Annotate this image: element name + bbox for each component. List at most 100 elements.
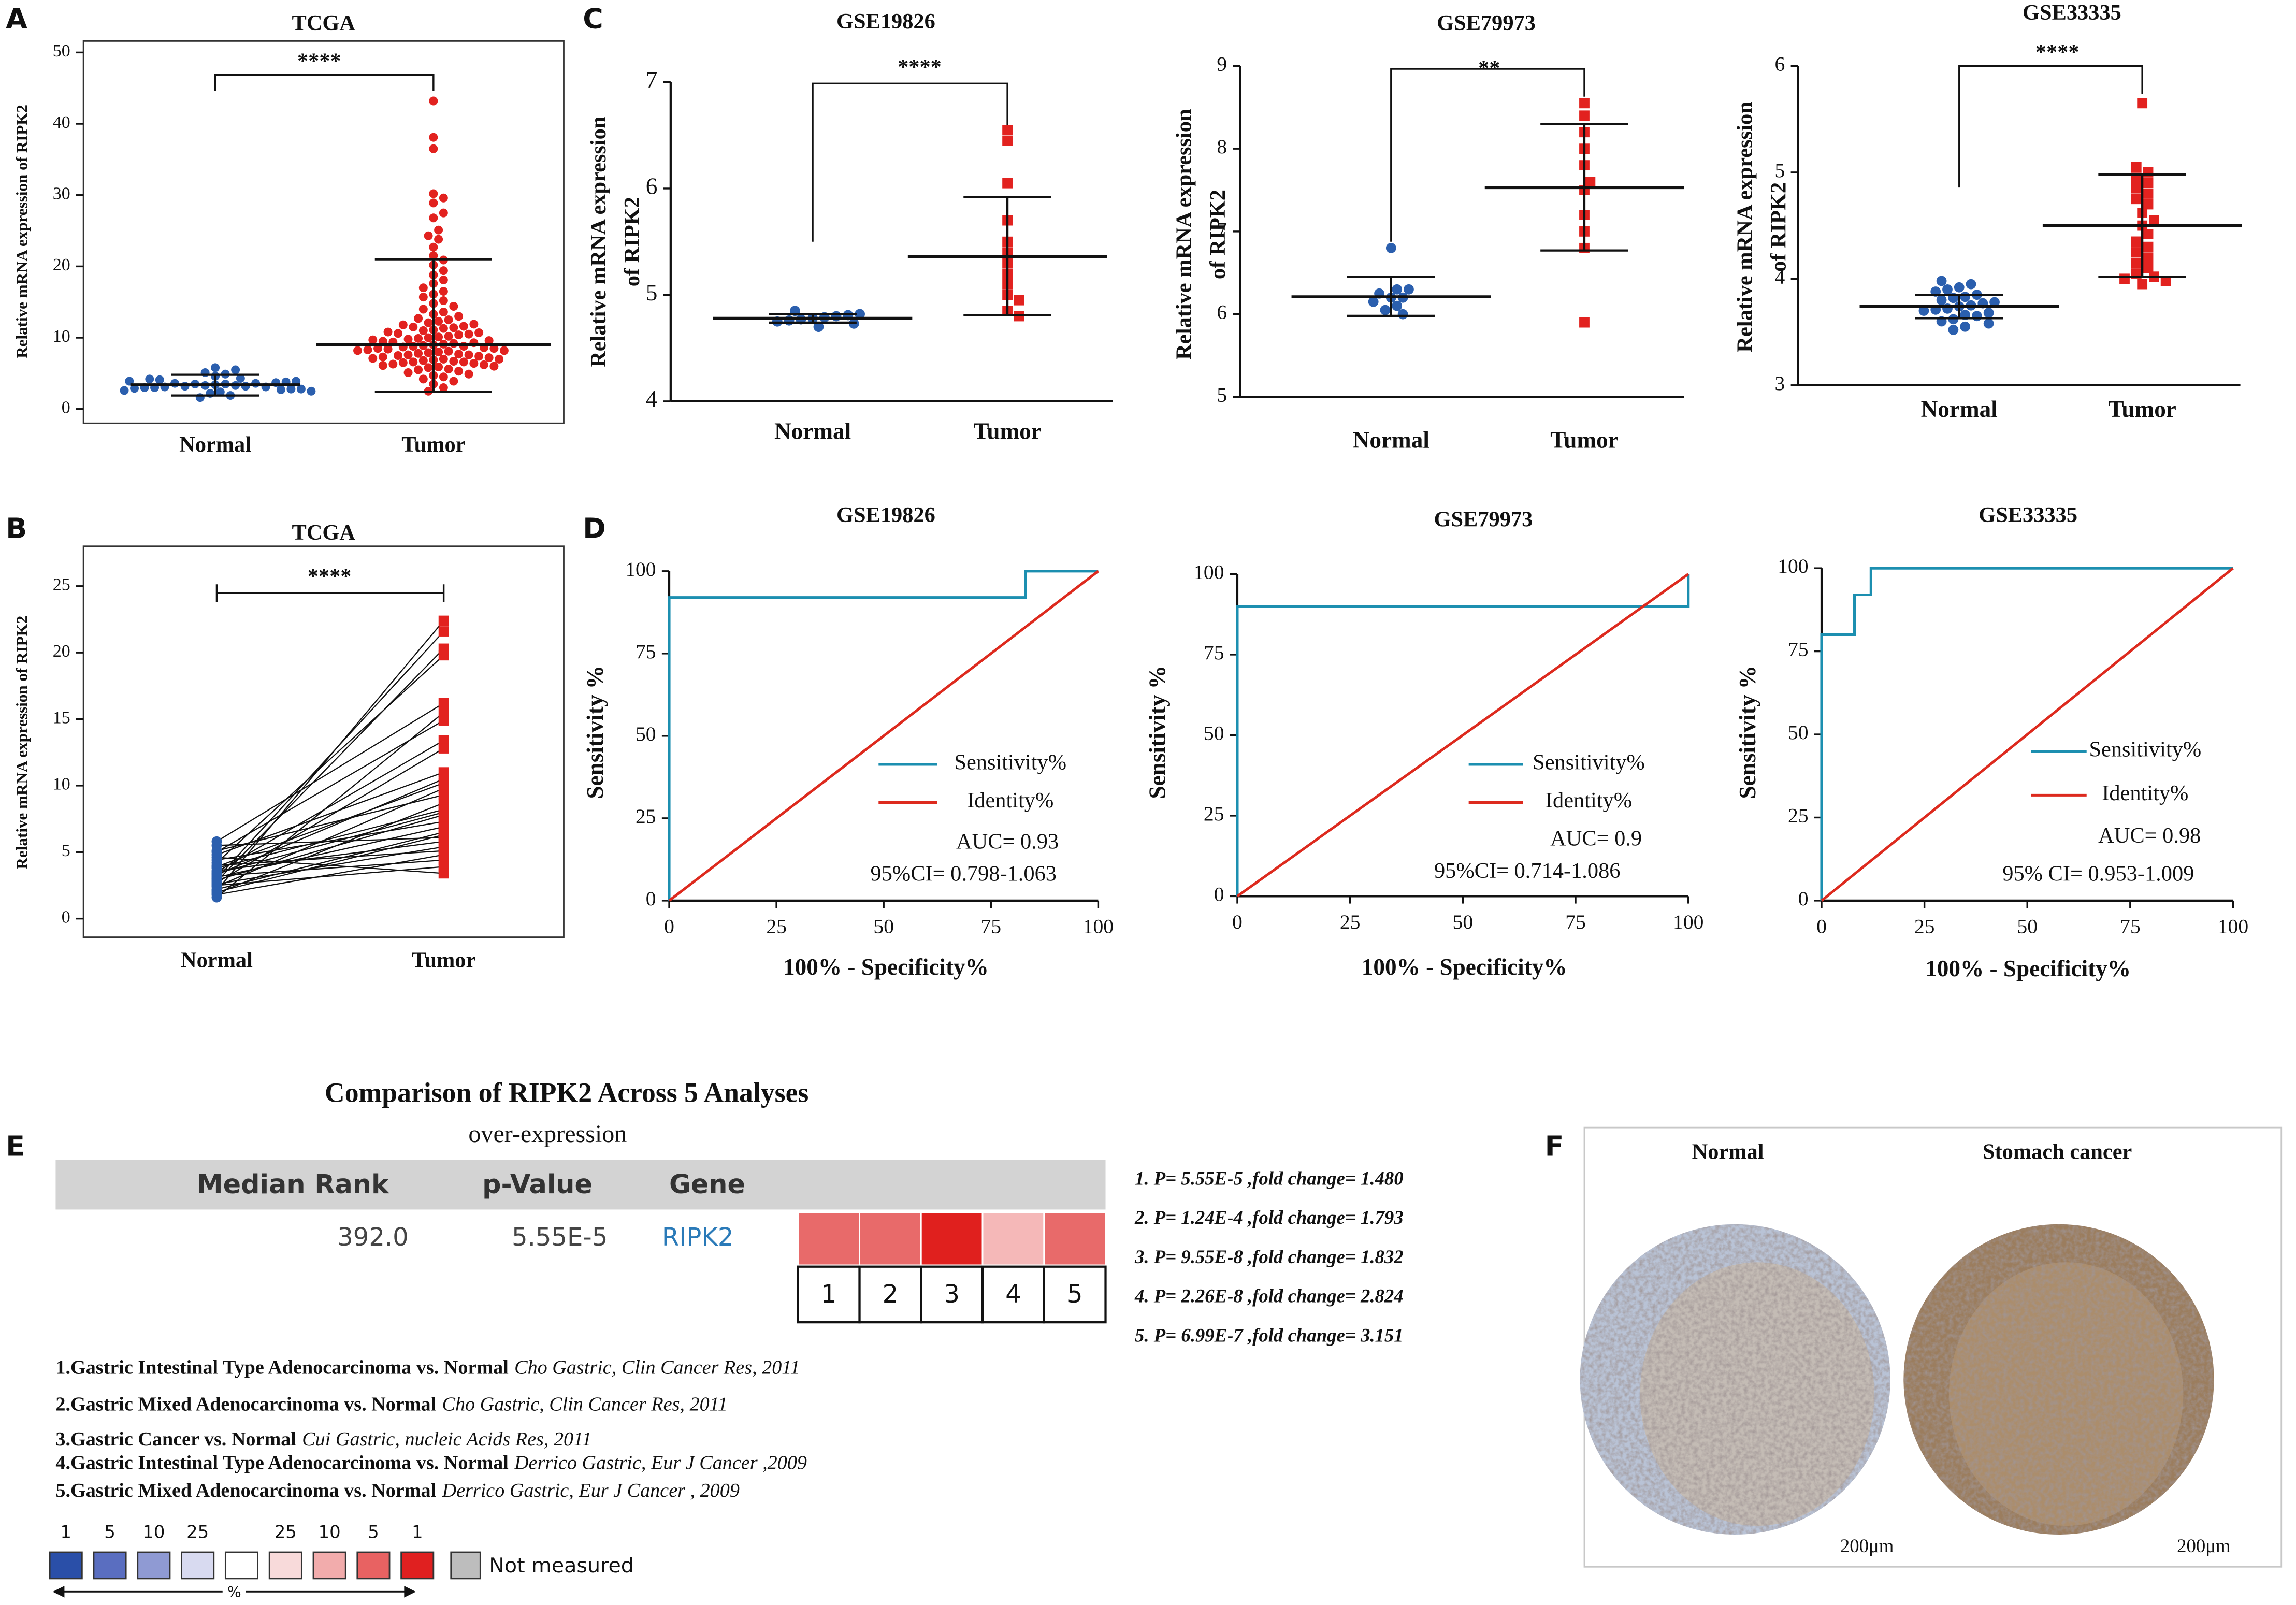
point (398, 358, 408, 367)
significance: **** (898, 55, 942, 79)
chart-title: GSE19826 (836, 503, 935, 527)
point (378, 361, 387, 370)
point (429, 198, 438, 208)
point (414, 334, 423, 343)
arrow-head (404, 1586, 416, 1598)
scale-bar-label: 200μm (2177, 1535, 2231, 1556)
point (1948, 325, 1959, 335)
panel-label: D (583, 512, 606, 544)
point (1579, 110, 1590, 121)
tissue-texture (1903, 1224, 2214, 1535)
point (145, 374, 154, 384)
reference: 2.Gastric Mixed Adenocarcinoma vs. Norma… (55, 1393, 728, 1415)
point (2131, 257, 2142, 268)
pair-line (216, 812, 444, 874)
table-header (55, 1160, 1106, 1210)
plot-frame (82, 545, 565, 938)
y-tick-label: 20 (53, 255, 70, 274)
ihc-label: Normal (1692, 1140, 1764, 1164)
point (418, 305, 428, 314)
y-tick-label: 10 (53, 327, 70, 346)
bracket (1390, 68, 1585, 242)
scale-swatch (312, 1551, 346, 1580)
point (444, 365, 453, 374)
table-cell: 5.55E-5 (512, 1223, 608, 1252)
point (444, 331, 453, 341)
pair-line (216, 702, 444, 842)
point (418, 326, 428, 335)
analysis-box (1043, 1265, 1107, 1324)
pair-line (216, 655, 444, 863)
column-header: p-Value (482, 1169, 593, 1199)
point (2143, 263, 2154, 273)
point (276, 385, 285, 395)
point (1002, 178, 1013, 189)
point (409, 322, 418, 331)
heat-cell (1043, 1211, 1106, 1266)
point (439, 308, 448, 316)
point (438, 789, 449, 800)
point (368, 335, 378, 344)
point (444, 346, 453, 356)
reference: 3.Gastric Cancer vs. Normal Cui Gastric, … (55, 1428, 591, 1450)
point (438, 626, 449, 637)
point (469, 320, 479, 329)
pair-line (216, 809, 444, 869)
pair-line (216, 836, 444, 846)
pair-line (216, 834, 444, 893)
point (484, 336, 494, 345)
point (439, 324, 448, 333)
point (231, 365, 240, 374)
point (378, 352, 387, 362)
analysis-number: 5 (1067, 1280, 1083, 1309)
point (2143, 229, 2154, 239)
point (434, 332, 443, 342)
x-tick-label: Tumor (401, 432, 465, 457)
bracket (812, 82, 1008, 242)
point (296, 384, 306, 394)
point (368, 354, 378, 363)
point (1397, 309, 1408, 320)
point (363, 345, 372, 354)
point (2131, 236, 2142, 247)
y-axis-label: Relative mRNA expression of RIPK2 (12, 105, 31, 358)
scale-swatch (224, 1551, 258, 1580)
point (1954, 282, 1965, 293)
x-tick-label: 100 (1673, 910, 1703, 933)
point (211, 868, 222, 879)
point (2143, 241, 2154, 252)
point (2143, 167, 2154, 178)
point (2131, 247, 2142, 257)
reference-text: 4.Gastric Intestinal Type Adenocarcinoma… (55, 1452, 508, 1473)
point (429, 144, 438, 153)
analysis-number: 2 (883, 1280, 899, 1309)
y-tick-label: 6 (646, 173, 658, 199)
y-tick-label: 0 (646, 887, 656, 910)
pair-line (216, 782, 444, 867)
x-tick-label: 50 (873, 915, 894, 938)
point (438, 735, 449, 746)
ihc-label: Stomach cancer (1983, 1140, 2132, 1164)
chart-title: GSE79973 (1434, 507, 1533, 531)
point (439, 193, 448, 203)
heat-cell (981, 1211, 1045, 1266)
point (1579, 317, 1590, 328)
point (439, 296, 448, 305)
point (439, 372, 448, 382)
point (2143, 178, 2154, 189)
point (1385, 242, 1396, 253)
point (418, 374, 428, 384)
point (236, 374, 245, 383)
table-cell: RIPK2 (662, 1223, 734, 1252)
x-tick-label: 50 (2017, 915, 2038, 938)
point (1392, 300, 1403, 311)
point (418, 283, 428, 293)
point (449, 302, 458, 311)
not-measured-label: Not measured (489, 1554, 634, 1578)
point (211, 887, 222, 898)
y-tick-label: 0 (62, 907, 70, 927)
x-tick-label: Normal (1921, 396, 1998, 422)
ci-label: 95%CI= 0.714-1.086 (1434, 859, 1620, 883)
reference-citation: Derrico Gastric, Eur J Cancer ,2009 (514, 1452, 807, 1473)
tissue-texture (1580, 1224, 1890, 1535)
